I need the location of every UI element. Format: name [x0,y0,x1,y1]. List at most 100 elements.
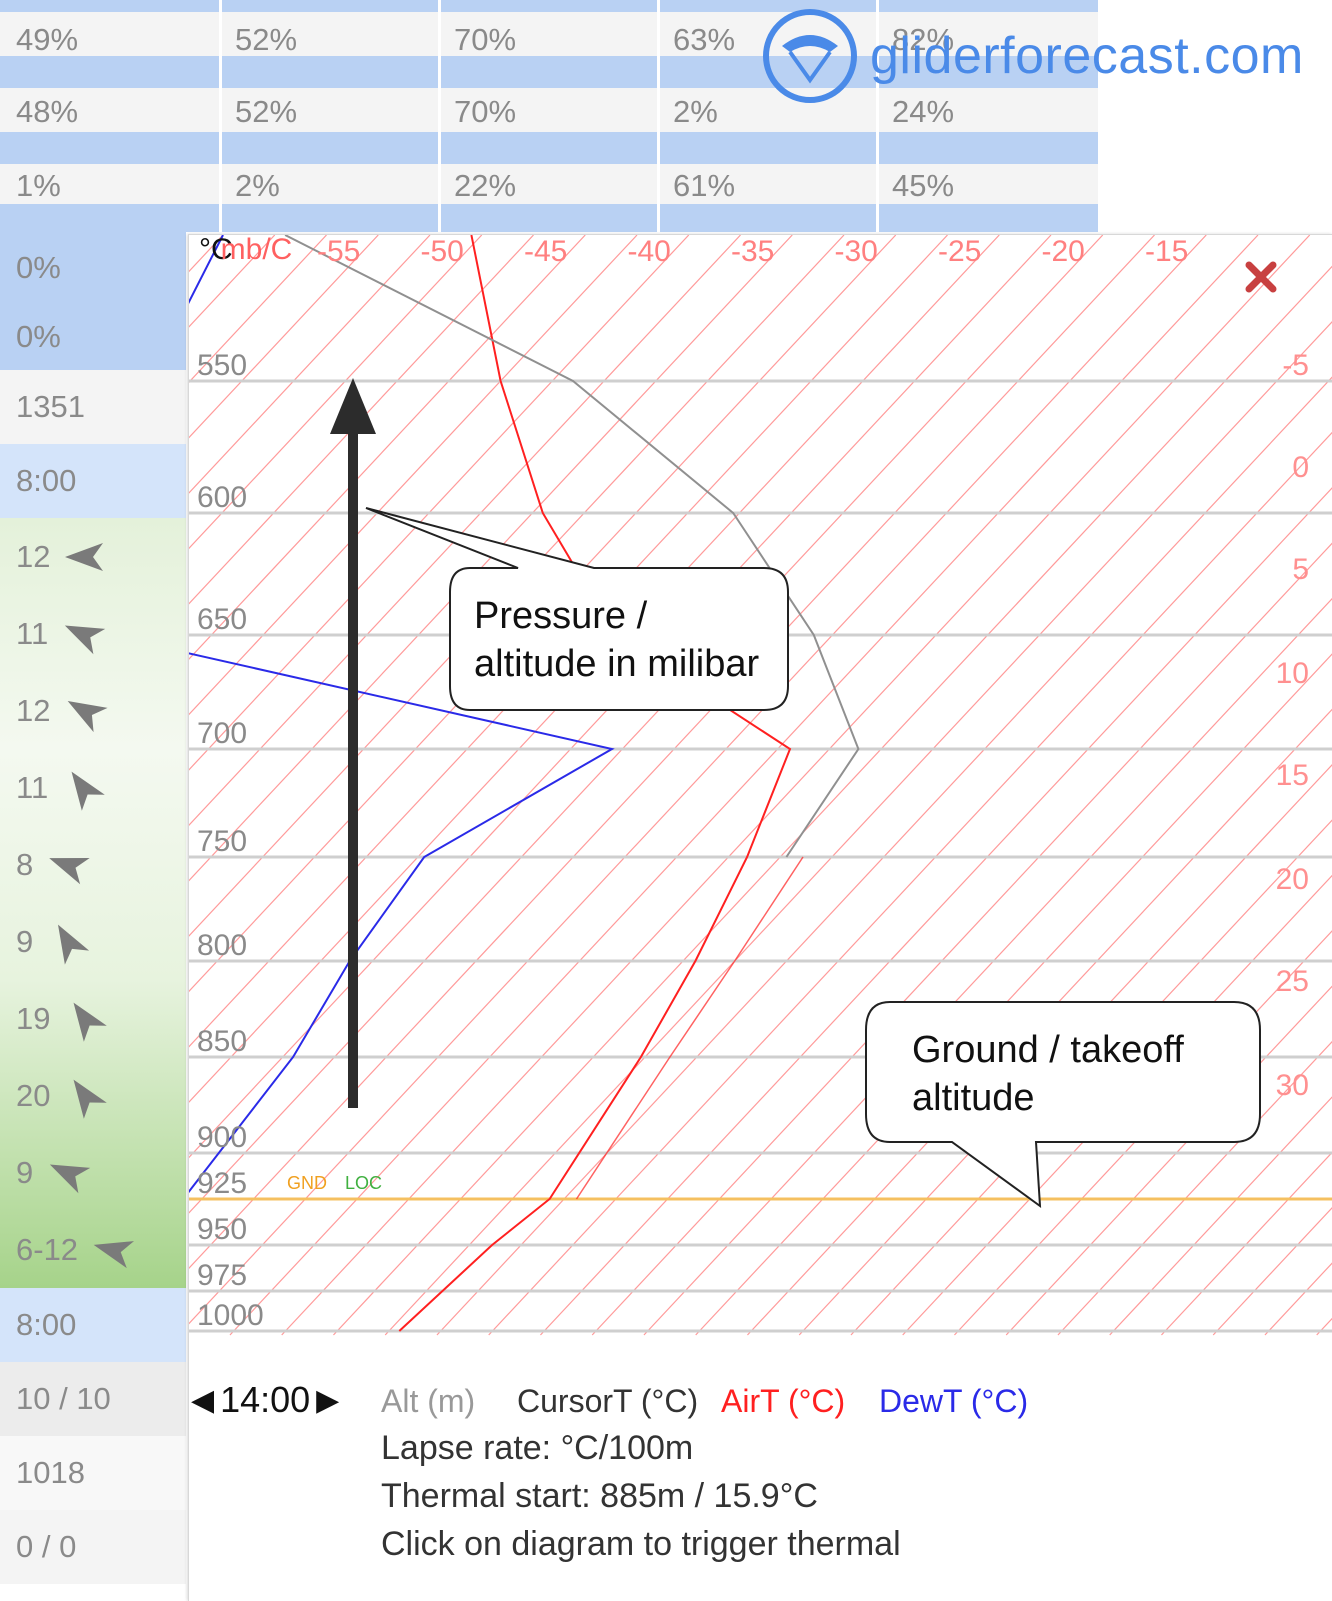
isotherm-line [189,235,1000,1103]
prev-time-icon[interactable]: ◀ [191,1383,215,1417]
temp-tick-label: -45 [524,235,567,268]
lapse-rate-label: Lapse rate: °C/100m [381,1429,694,1467]
rain-cell: 0 / 0 [0,1510,186,1584]
isotherm-line [189,235,483,550]
table-cell: 48% [16,94,79,129]
sounding-diagram[interactable]: GND LOC -55 -50 -45 -40 -35 -30 -25 -20 -15550600… [189,235,1332,1601]
wind-arrow-icon [74,1002,108,1042]
isotherm-line [540,487,1332,1336]
table-cell: 49% [16,22,79,57]
isotherm-line [281,235,1311,1336]
ground-callout-text: Ground / takeoff altitude [912,1026,1184,1122]
isotherm-line [488,431,1332,1336]
pressure-tick-label: 650 [197,603,247,636]
right-temp-tick-label: 30 [1276,1069,1309,1102]
cursor-temp-label: CursorT (°C) [517,1383,699,1419]
table-cell: 1% [16,168,61,203]
header-unit: °Cmb/C [199,233,292,267]
table-cell: 22% [454,168,517,203]
temp-tick-label: -15 [1145,235,1188,268]
loc-label: LOC [345,1173,382,1193]
wind-speed: 9 [16,924,34,959]
table-cell: 52% [235,94,298,129]
callout-line: altitude [912,1077,1035,1119]
wind-row: 20 [0,1061,186,1131]
pressure-tick-label: 925 [197,1167,247,1200]
isotherm-line [1316,1317,1332,1336]
isotherm-line [436,376,1332,1336]
wind-arrow-icon [71,771,105,811]
pressure-tick-label: 975 [197,1259,247,1292]
pressure-tick-label: 950 [197,1213,247,1246]
isotherm-line [189,235,431,494]
pressure-tick-label: 750 [197,825,247,858]
wind-arrow-icon [68,701,109,733]
pressure-tick-label: 700 [197,717,247,750]
wind-arrow-icon [49,858,90,885]
pressure-tick-label: 550 [197,349,247,382]
cursor-temp-line [284,235,860,858]
dew-temp-line [189,235,615,1194]
pressure-tick-label: 600 [197,481,247,514]
table-cell: 2% [235,168,280,203]
table-cell: 70% [454,94,517,129]
time-cell: 8:00 [0,444,186,518]
table-cell: 0% [0,304,186,370]
cloud-cover-cell: 10 / 10 [0,1362,186,1436]
table-cell: 0% [0,232,186,304]
wind-row: 9 [0,1138,186,1208]
table-row-strip [0,12,1098,56]
time-cell: 8:00 [0,1288,186,1362]
wind-row: 12 [0,522,186,592]
time-label: 14:00 [220,1379,311,1420]
header-unit-prefix: °C [199,233,233,266]
close-icon[interactable] [1241,257,1281,297]
isotherm-line [189,235,793,882]
pressure-tick-label: 800 [197,929,247,962]
isotherm-line [384,321,1332,1336]
callout-line: Ground / takeoff [912,1029,1184,1071]
wind-speed: 12 [16,539,51,574]
isotherm-line [902,874,1332,1336]
column-divider [876,0,879,232]
wind-section-background [0,518,186,1288]
temp-tick-label: -55 [317,235,360,268]
pressure-callout-text: Pressure / altitude in milibar [474,592,759,688]
header-unit-label: mb/C [220,233,293,266]
next-time-icon[interactable]: ▶ [316,1383,340,1417]
thermal-hint-label: Click on diagram to trigger thermal [381,1525,901,1563]
wind-row: 12 [0,676,186,746]
right-temp-tick-label: 10 [1276,657,1309,690]
right-temp-tick-label: 20 [1276,863,1309,896]
wind-row: 9 [0,907,186,977]
column-divider [438,0,441,232]
isotherm-line [189,235,897,993]
cloudbase-cell: 1351 [0,370,186,444]
sounding-series [189,235,860,1332]
isotherm-line [1212,1207,1332,1336]
site-logo[interactable]: gliderforecast.com [762,8,1304,104]
table-cell: 63% [673,22,736,57]
wind-arrow-icon [74,1079,108,1119]
wind-arrow-icon [50,1164,91,1194]
gnd-label: GND [287,1173,327,1193]
table-cell: 24% [892,94,955,129]
isotherm-line [189,235,638,716]
wind-speed: 11 [16,770,49,805]
sounding-popup[interactable]: GND LOC -55 -50 -45 -40 -35 -30 -25 -20 -15 550 600… [188,233,1332,1601]
temp-tick-label: -50 [421,235,464,268]
wind-row: 11 [0,599,186,669]
isotherm-line [189,235,586,660]
wind-speed: 11 [16,616,49,651]
wind-arrow-icon [93,1241,135,1269]
table-row-strip [0,164,1098,204]
isotherm-line [229,235,1259,1336]
wind-row: 6-12 [0,1215,186,1285]
wind-arrow-icon [65,543,104,571]
table-cell: 82% [892,22,955,57]
wind-speed: 19 [16,1001,51,1036]
wind-row: 11 [0,753,186,823]
dry-adiabat-grid [189,235,1332,1336]
right-temp-tick-label: -5 [1282,349,1309,382]
isotherm-line [189,235,1155,1269]
